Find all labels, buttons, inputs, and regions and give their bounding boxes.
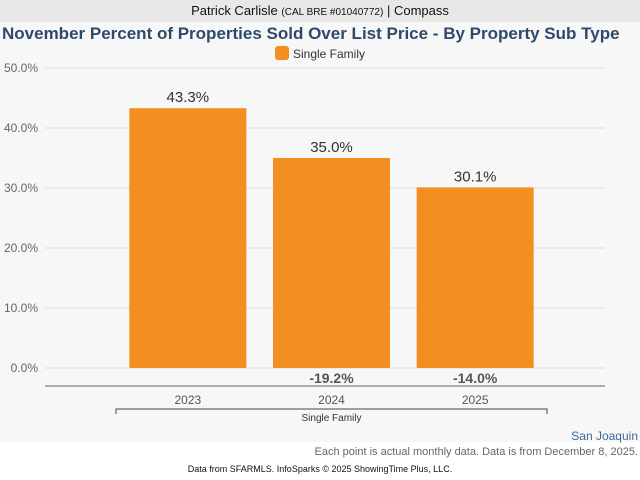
- yoy-change-label: -14.0%: [453, 370, 498, 386]
- legend: Single Family: [0, 46, 640, 61]
- x-tick-label: 2024: [318, 393, 345, 407]
- header-separator: |: [386, 3, 391, 18]
- x-tick-label: 2023: [174, 393, 201, 407]
- bar[interactable]: [416, 187, 534, 368]
- agent-license: (CAL BRE #01040772): [281, 7, 384, 18]
- agent-name: Patrick Carlisle: [191, 3, 278, 18]
- x-tick-label: 2025: [462, 393, 489, 407]
- data-credit: Data from SFARMLS. InfoSparks © 2025 Sho…: [187, 464, 453, 474]
- y-tick-label: 10.0%: [4, 301, 38, 315]
- region-label: San Joaquin: [571, 429, 638, 443]
- data-note: Each point is actual monthly data. Data …: [314, 446, 638, 458]
- y-tick-label: 0.0%: [11, 361, 39, 375]
- y-tick-label: 40.0%: [4, 121, 38, 135]
- bar[interactable]: [273, 158, 390, 368]
- chart-title: November Percent of Properties Sold Over…: [2, 24, 620, 43]
- y-tick-label: 30.0%: [4, 181, 38, 195]
- yoy-change-label: -19.2%: [309, 370, 354, 386]
- group-bracket: [115, 408, 548, 414]
- brokerage-name: Compass: [393, 3, 449, 18]
- agent-header: Patrick Carlisle (CAL BRE #01040772) | C…: [0, 0, 640, 22]
- group-label: Single Family: [301, 413, 361, 424]
- y-tick-label: 50.0%: [4, 61, 38, 75]
- legend-label-single-family[interactable]: Single Family: [292, 47, 366, 61]
- legend-swatch-single-family[interactable]: [274, 46, 289, 60]
- bar-value-label: 30.1%: [454, 168, 497, 185]
- bar[interactable]: [129, 108, 247, 368]
- y-tick-label: 20.0%: [4, 241, 38, 255]
- bar-value-label: 35.0%: [310, 139, 353, 156]
- bar-value-label: 43.3%: [167, 89, 210, 106]
